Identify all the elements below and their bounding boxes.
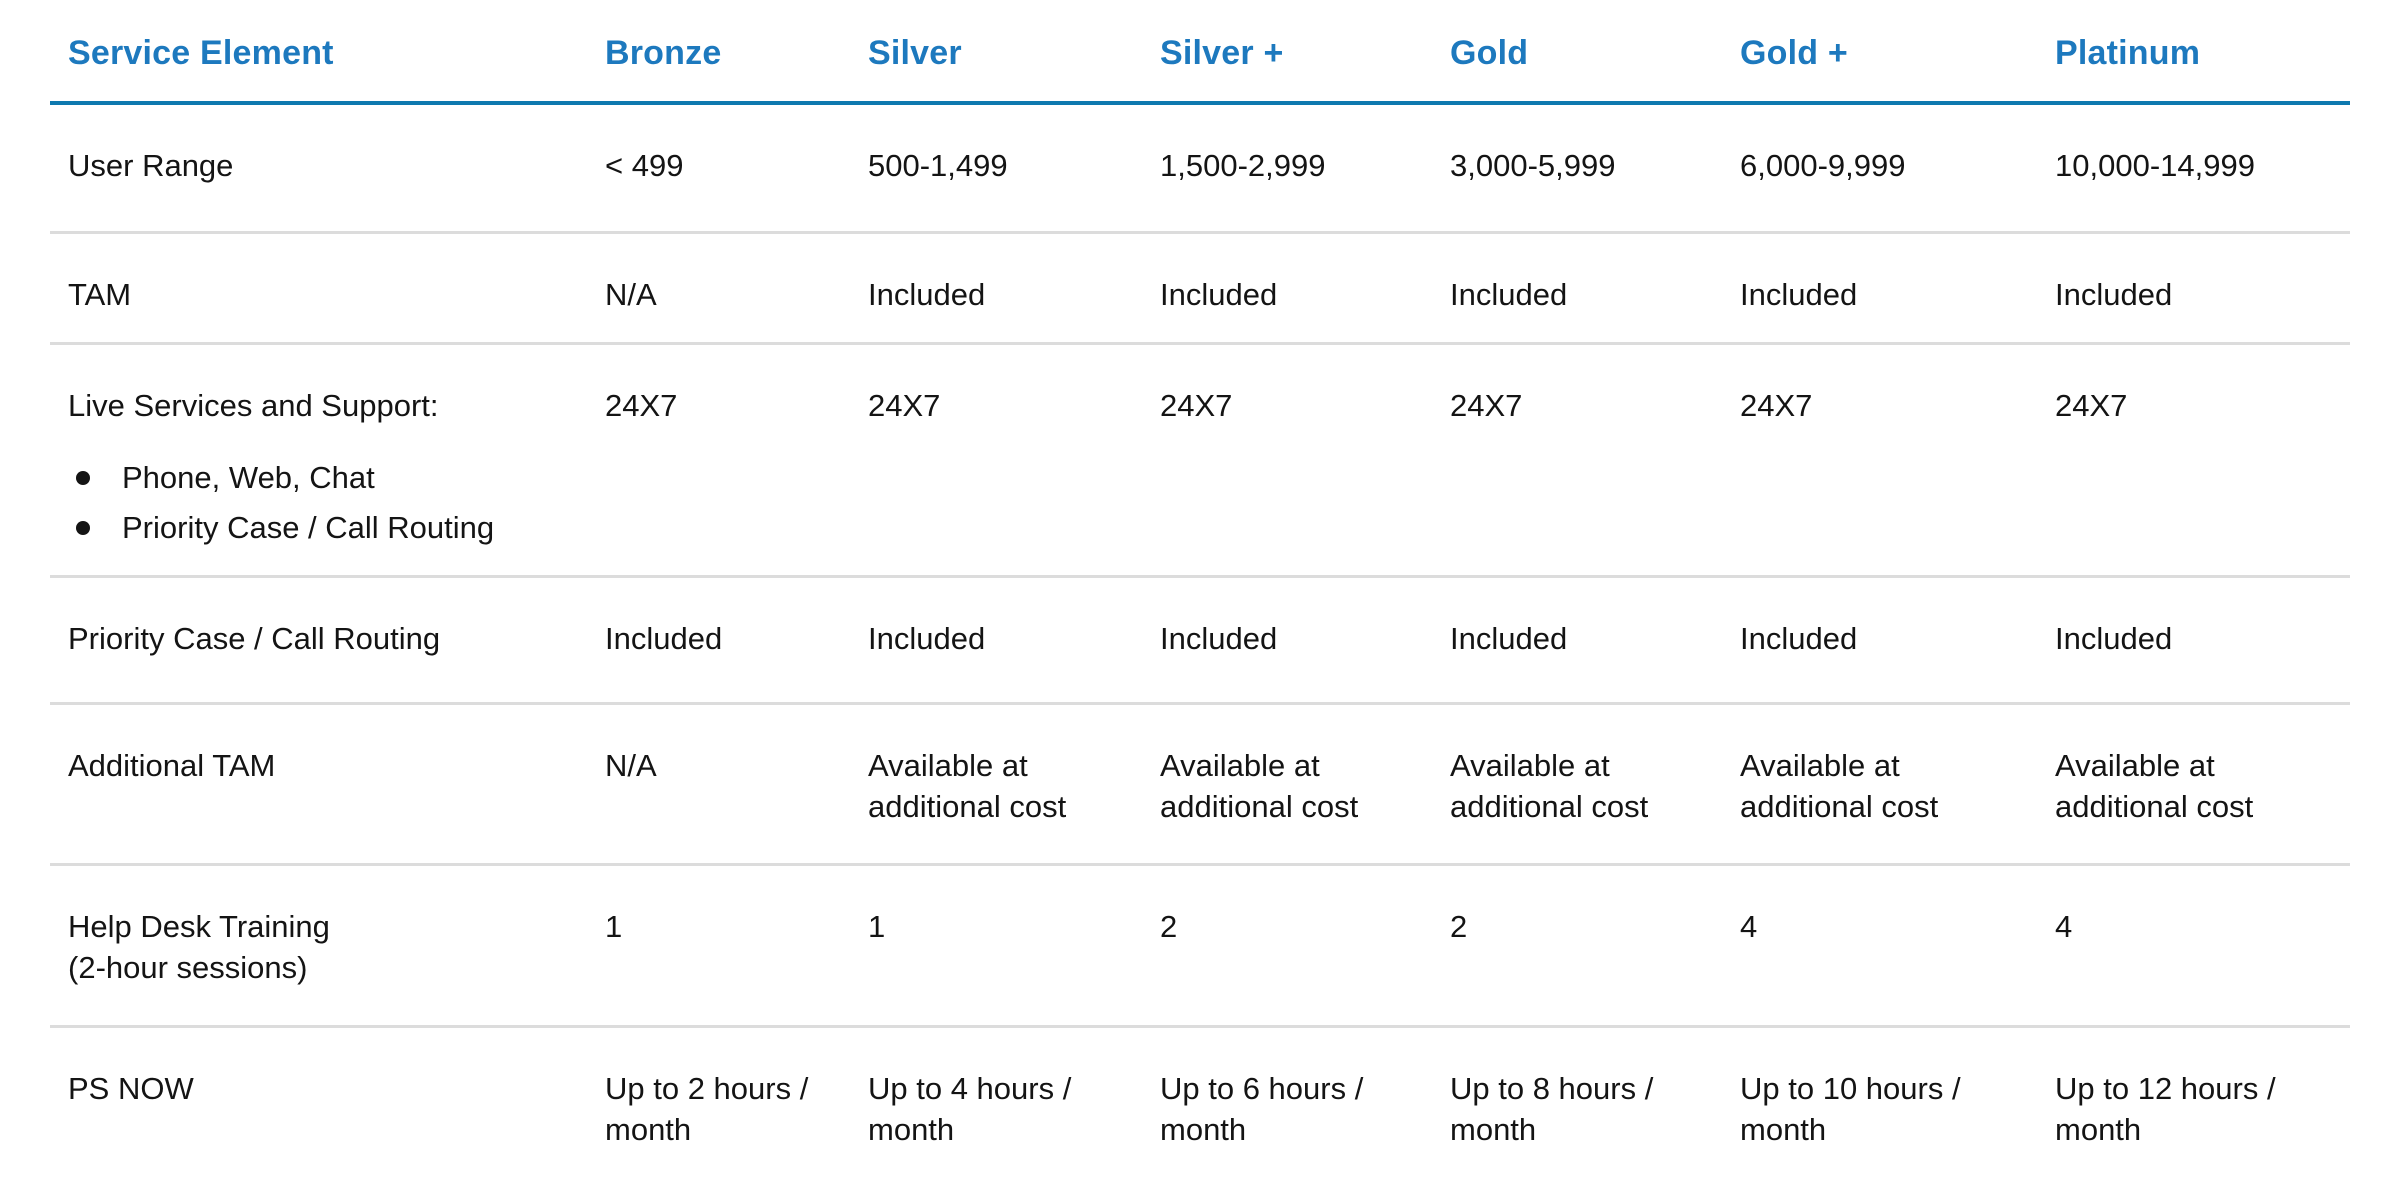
live-services-bullet-list: Phone, Web, Chat Priority Case / Call Ro… [68,453,575,553]
cell-additional-tam-silver-plus: Available at additional cost [1160,747,1359,824]
live-services-heading: Live Services and Support: [68,387,439,423]
cell-ps-now-bronze: Up to 2 hours / month [605,1070,809,1147]
cell-ps-now-gold-plus: Up to 10 hours / month [1740,1070,1961,1147]
cell-priority-routing-platinum: Included [2055,620,2173,656]
table-row-live-services: Live Services and Support: Phone, Web, C… [50,343,2350,576]
cell-live-services-silver-plus: 24X7 [1160,387,1233,423]
table-row-tam: TAM N/A Included Included Included Inclu… [50,232,2350,343]
row-label-live-services: Live Services and Support: Phone, Web, C… [50,343,605,576]
cell-help-desk-gold: 2 [1450,908,1468,944]
cell-tam-silver-plus: Included [1160,276,1278,312]
help-desk-training-label: Help Desk Training [68,908,330,944]
cell-additional-tam-silver: Available at additional cost [868,747,1067,824]
cell-user-range-platinum: 10,000-14,999 [2055,148,2255,183]
cell-help-desk-bronze: 1 [605,908,623,944]
cell-ps-now-gold: Up to 8 hours / month [1450,1070,1654,1147]
column-header-silver-plus: Silver + [1160,34,1284,72]
cell-additional-tam-platinum: Available at additional cost [2055,747,2254,824]
row-label-priority-routing: Priority Case / Call Routing [68,620,441,656]
cell-live-services-platinum: 24X7 [2055,387,2128,423]
column-header-silver: Silver [868,34,962,72]
row-label-additional-tam: Additional TAM [68,747,276,783]
column-header-service-element: Service Element [68,34,334,72]
cell-ps-now-silver: Up to 4 hours / month [868,1070,1072,1147]
table-row-help-desk-training: Help Desk Training (2-hour sessions) 1 1… [50,864,2350,1026]
bullet-item-priority-routing: Priority Case / Call Routing [68,503,575,553]
cell-live-services-silver: 24X7 [868,387,941,423]
row-label-ps-now: PS NOW [68,1070,194,1106]
column-header-gold-plus: Gold + [1740,34,1848,72]
table-row-user-range: User Range < 499 500-1,499 1,500-2,999 3… [50,103,2350,232]
cell-tam-silver: Included [868,276,986,312]
column-header-gold: Gold [1450,34,1529,72]
table-row-priority-routing: Priority Case / Call Routing Included In… [50,576,2350,703]
cell-tam-gold: Included [1450,276,1568,312]
table-row-additional-tam: Additional TAM N/A Available at addition… [50,703,2350,864]
cell-user-range-silver: 500-1,499 [868,148,1008,183]
cell-help-desk-silver: 1 [868,908,886,944]
cell-priority-routing-bronze: Included [605,620,723,656]
cell-tam-platinum: Included [2055,276,2173,312]
column-header-platinum: Platinum [2055,34,2201,72]
row-label-help-desk-training: Help Desk Training (2-hour sessions) [50,864,605,1026]
cell-user-range-silver-plus: 1,500-2,999 [1160,148,1326,183]
cell-help-desk-gold-plus: 4 [1740,908,1758,944]
cell-priority-routing-silver-plus: Included [1160,620,1278,656]
cell-priority-routing-gold: Included [1450,620,1568,656]
service-tiers-table: Service Element Bronze Silver Silver + G… [50,0,2350,1178]
cell-additional-tam-gold: Available at additional cost [1450,747,1649,824]
cell-priority-routing-silver: Included [868,620,986,656]
cell-user-range-gold-plus: 6,000-9,999 [1740,148,1906,183]
bullet-item-channels: Phone, Web, Chat [68,453,575,503]
cell-live-services-gold: 24X7 [1450,387,1523,423]
cell-user-range-gold: 3,000-5,999 [1450,148,1616,183]
cell-help-desk-platinum: 4 [2055,908,2073,944]
cell-tam-gold-plus: Included [1740,276,1858,312]
cell-live-services-bronze: 24X7 [605,387,678,423]
header-row: Service Element Bronze Silver Silver + G… [50,0,2350,103]
row-label-user-range: User Range [68,148,234,183]
cell-tam-bronze: N/A [605,276,657,312]
cell-additional-tam-gold-plus: Available at additional cost [1740,747,1939,824]
cell-additional-tam-bronze: N/A [605,747,657,783]
column-header-bronze: Bronze [605,34,722,72]
cell-ps-now-silver-plus: Up to 6 hours / month [1160,1070,1364,1147]
cell-live-services-gold-plus: 24X7 [1740,387,1813,423]
help-desk-training-sublabel: (2-hour sessions) [68,949,308,985]
cell-help-desk-silver-plus: 2 [1160,908,1178,944]
cell-ps-now-platinum: Up to 12 hours / month [2055,1070,2276,1147]
cell-priority-routing-gold-plus: Included [1740,620,1858,656]
row-label-tam: TAM [68,276,132,312]
cell-user-range-bronze: < 499 [605,148,684,183]
table-row-ps-now: PS NOW Up to 2 hours / month Up to 4 hou… [50,1026,2350,1178]
